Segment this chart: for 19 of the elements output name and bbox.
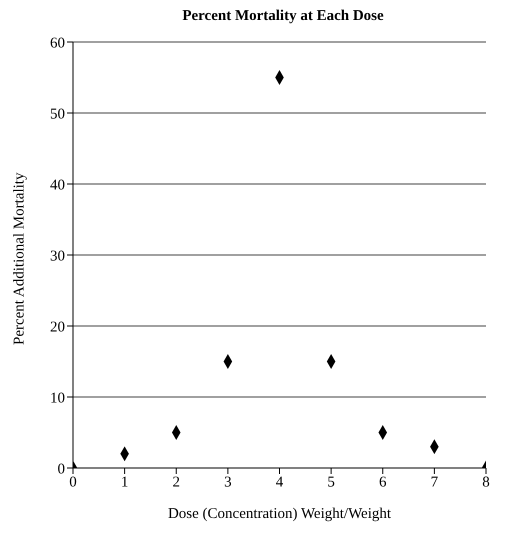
x-tick-label: 1 [120, 474, 128, 491]
y-tick-label: 40 [50, 177, 65, 194]
x-tick-label: 0 [69, 474, 77, 491]
y-axis-title: Percent Additional Mortality [11, 172, 28, 345]
y-tick-label: 20 [50, 319, 65, 336]
x-axis-title: Dose (Concentration) Weight/Weight [168, 506, 392, 522]
x-tick-label: 3 [224, 474, 232, 491]
x-tick-label: 5 [327, 474, 335, 491]
x-tick-label: 8 [482, 474, 490, 491]
y-tick-label: 50 [50, 106, 65, 122]
y-tick-label: 0 [58, 461, 65, 478]
x-tick-label: 4 [276, 474, 284, 491]
y-tick-label: 10 [50, 390, 65, 406]
x-tick-label: 6 [379, 474, 387, 491]
x-tick-label: 2 [172, 474, 180, 491]
chart-title: Percent Mortality at Each Dose [181, 8, 385, 26]
y-tick-label: 30 [50, 248, 65, 264]
y-tick-label: 60 [50, 35, 65, 52]
x-tick-label: 7 [430, 474, 439, 491]
